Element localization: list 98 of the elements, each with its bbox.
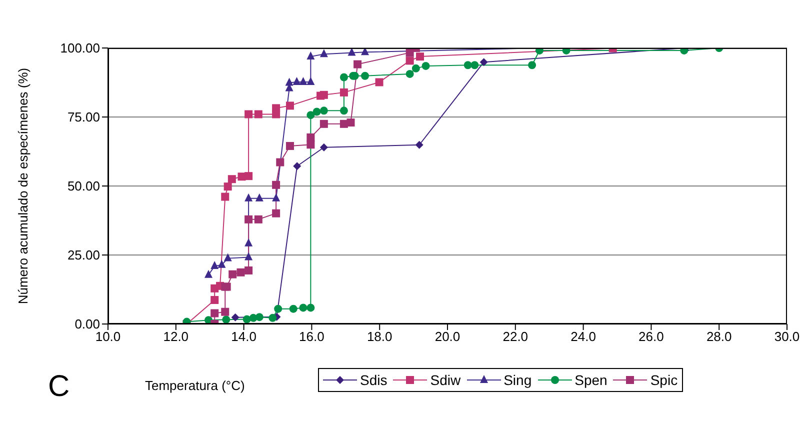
x-tick-label: 12.0 — [163, 329, 189, 344]
x-tick-label: 28.0 — [706, 329, 732, 344]
point — [415, 140, 424, 149]
text: C — [48, 370, 70, 404]
point — [361, 72, 369, 80]
point — [340, 73, 348, 82]
point — [272, 180, 280, 189]
x-tick-label: 14.0 — [231, 329, 256, 344]
point — [406, 56, 414, 65]
point — [536, 48, 544, 54]
x-tick-label: 16.0 — [299, 329, 324, 344]
legend-label: Sdiw — [430, 372, 461, 388]
y-axis-title: Número acumulado de especímenes (%) — [16, 68, 31, 304]
x-tick-label: 10.0 — [95, 329, 121, 344]
y-tick-label: 0.00 — [74, 316, 100, 332]
legend-label: Spen — [574, 372, 608, 388]
point — [242, 315, 251, 324]
legend-label: Spic — [650, 372, 678, 388]
point — [231, 313, 240, 322]
point — [348, 48, 356, 56]
point — [292, 76, 301, 85]
point — [422, 62, 430, 70]
point — [274, 304, 282, 313]
point — [361, 48, 369, 56]
y-tick-label: 25.00 — [67, 248, 100, 263]
point — [236, 268, 245, 276]
x-tick-label: 24.0 — [570, 329, 596, 344]
x-tick-label: 30.0 — [774, 329, 800, 344]
point — [285, 78, 294, 86]
y-tick-label: 50.00 — [67, 178, 100, 194]
point — [218, 260, 226, 268]
point — [306, 52, 315, 60]
point — [182, 318, 191, 324]
point — [340, 106, 348, 115]
point — [680, 48, 688, 54]
point — [244, 238, 253, 246]
point — [375, 78, 384, 86]
point — [244, 110, 253, 118]
point — [346, 118, 355, 127]
point — [254, 110, 262, 118]
point — [268, 314, 277, 322]
point — [210, 296, 219, 304]
point — [228, 270, 237, 278]
point — [289, 304, 298, 313]
point — [312, 108, 321, 116]
point — [286, 142, 294, 150]
point — [293, 162, 302, 170]
point — [286, 102, 294, 110]
point — [210, 309, 219, 318]
point — [244, 172, 253, 180]
point — [255, 313, 264, 322]
x-tick-label: 26.0 — [638, 329, 664, 344]
point — [244, 266, 253, 274]
point — [320, 49, 328, 58]
x-tick-label: 22.0 — [502, 329, 528, 344]
point — [244, 193, 253, 202]
point — [306, 111, 315, 120]
point — [204, 270, 212, 278]
point — [210, 261, 219, 270]
point — [244, 252, 253, 260]
point — [276, 158, 284, 166]
legend-label: Sing — [504, 372, 532, 388]
point — [254, 215, 262, 224]
point — [480, 58, 488, 66]
point — [272, 209, 280, 218]
point — [272, 193, 280, 202]
point — [244, 215, 253, 224]
point — [406, 70, 414, 78]
point — [224, 253, 232, 262]
point — [221, 308, 230, 316]
point — [528, 61, 536, 70]
x-axis-title: Temperatura (°C) — [145, 378, 245, 393]
point — [320, 143, 328, 152]
point — [224, 182, 232, 191]
point — [299, 304, 308, 312]
point — [255, 193, 264, 202]
point — [272, 104, 280, 112]
point — [412, 64, 420, 72]
legend-label: Sdis — [360, 372, 388, 388]
point — [470, 61, 479, 70]
point — [306, 133, 315, 142]
point — [464, 61, 472, 70]
point — [222, 316, 230, 324]
x-tick-label: 20.0 — [434, 329, 460, 344]
point — [340, 88, 348, 96]
point — [299, 76, 308, 85]
point — [320, 90, 328, 99]
point — [320, 120, 328, 128]
point — [354, 60, 362, 68]
point — [306, 304, 315, 312]
point — [416, 52, 424, 61]
point — [221, 192, 230, 201]
x-tick-label: 18.0 — [366, 329, 392, 344]
y-tick-label: 75.00 — [67, 110, 100, 125]
point — [228, 175, 236, 184]
y-tick-label: 100.00 — [60, 40, 100, 56]
point — [306, 76, 315, 85]
point — [320, 106, 328, 115]
